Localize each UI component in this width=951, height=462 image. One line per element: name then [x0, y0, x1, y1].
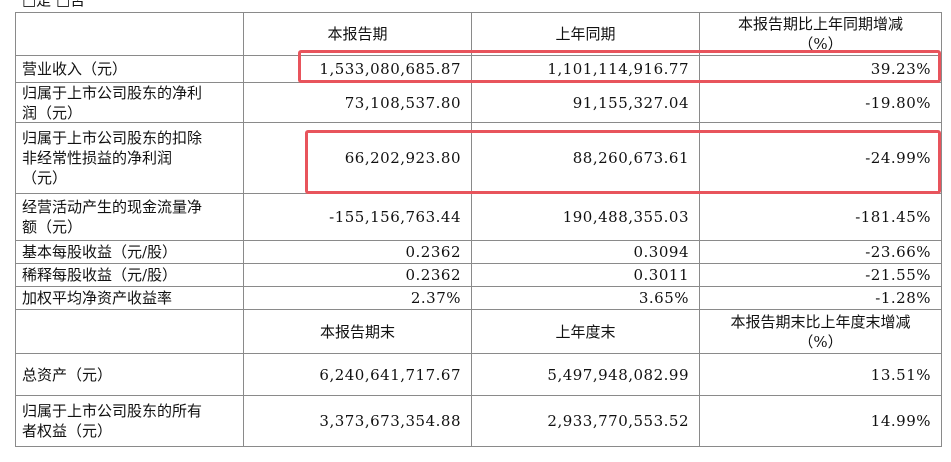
- value-cell: 88,260,673.61: [471, 122, 700, 194]
- row-label: 总资产（元）: [15, 353, 244, 396]
- value-cell: -181.45%: [699, 193, 942, 241]
- value-cell: 91,155,327.04: [471, 82, 700, 123]
- header-cell: [15, 12, 244, 56]
- value-cell: 13.51%: [699, 353, 942, 396]
- header-cell: 本报告期比上年同期增减 （%）: [699, 12, 942, 56]
- value-cell: 0.3011: [471, 263, 700, 287]
- value-cell: 2.37%: [243, 286, 472, 310]
- row-label: 归属于上市公司股东的扣除 非经常性损益的净利润 （元）: [15, 122, 244, 194]
- top-note: □是 □否: [22, 0, 86, 9]
- value-cell: 0.2362: [243, 263, 472, 287]
- value-cell: 73,108,537.80: [243, 82, 472, 123]
- value-cell: 0.2362: [243, 240, 472, 264]
- row-label: 稀释每股收益（元/股）: [15, 263, 244, 287]
- value-cell: -23.66%: [699, 240, 942, 264]
- value-cell: 66,202,923.80: [243, 122, 472, 194]
- value-cell: -19.80%: [699, 82, 942, 123]
- row-label: 加权平均净资产收益率: [15, 286, 244, 310]
- value-cell: 14.99%: [699, 395, 942, 447]
- value-cell: 3,373,673,354.88: [243, 395, 472, 447]
- value-cell: -24.99%: [699, 122, 942, 194]
- header-cell: 上年度末: [471, 309, 700, 354]
- value-cell: 2,933,770,553.52: [471, 395, 700, 447]
- value-cell: -155,156,763.44: [243, 193, 472, 241]
- header-cell: 本报告期末: [243, 309, 472, 354]
- row-label: 归属于上市公司股东的净利 润（元）: [15, 82, 244, 123]
- value-cell: 39.23%: [699, 55, 942, 83]
- header-cell: 上年同期: [471, 12, 700, 56]
- header-cell: 本报告期末比上年度末增减 （%）: [699, 309, 942, 354]
- value-cell: 1,533,080,685.87: [243, 55, 472, 83]
- row-label: 营业收入（元）: [15, 55, 244, 83]
- value-cell: 3.65%: [471, 286, 700, 310]
- row-label: 经营活动产生的现金流量净 额（元）: [15, 193, 244, 241]
- value-cell: 5,497,948,082.99: [471, 353, 700, 396]
- header-cell: [15, 309, 244, 354]
- value-cell: -21.55%: [699, 263, 942, 287]
- value-cell: 0.3094: [471, 240, 700, 264]
- header-cell: 本报告期: [243, 12, 472, 56]
- value-cell: 1,101,114,916.77: [471, 55, 700, 83]
- row-label: 归属于上市公司股东的所有 者权益（元）: [15, 395, 244, 447]
- value-cell: 190,488,355.03: [471, 193, 700, 241]
- value-cell: 6,240,641,717.67: [243, 353, 472, 396]
- row-label: 基本每股收益（元/股）: [15, 240, 244, 264]
- value-cell: -1.28%: [699, 286, 942, 310]
